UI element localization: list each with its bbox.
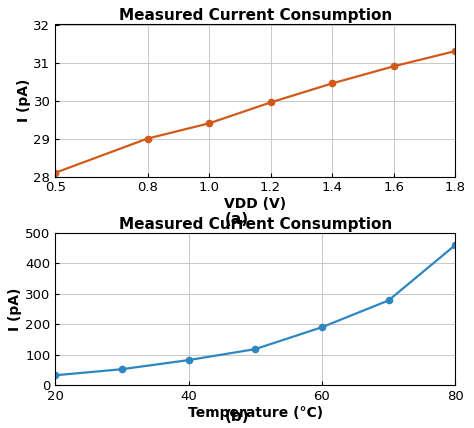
X-axis label: VDD (V): VDD (V) [224,197,286,211]
Text: (b): (b) [225,409,249,424]
Title: Measured Current Consumption: Measured Current Consumption [118,217,392,232]
Y-axis label: I (pA): I (pA) [9,287,22,331]
Text: (a): (a) [225,212,249,227]
Title: Measured Current Consumption: Measured Current Consumption [118,8,392,24]
X-axis label: Temperature (°C): Temperature (°C) [188,406,323,420]
Y-axis label: I (pA): I (pA) [17,79,31,122]
